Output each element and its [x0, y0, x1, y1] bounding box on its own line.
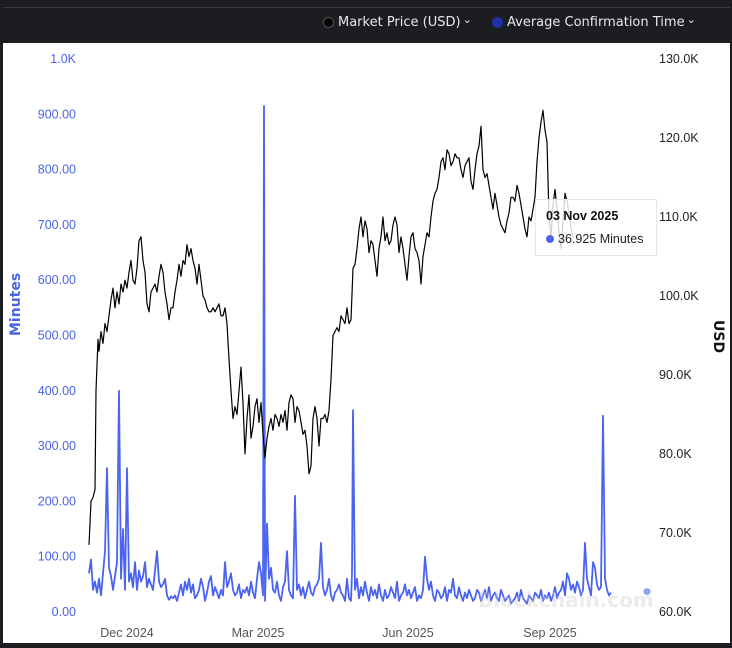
confirmation-time-line[interactable]: [88, 105, 612, 605]
legend-bar: [3, 8, 731, 43]
right-axis-tick: 80.0K: [659, 447, 692, 461]
left-axis-tick: 200.00: [38, 494, 76, 508]
left-axis-tick: 800.00: [38, 163, 76, 177]
watermark: Blockchain.com: [478, 588, 654, 612]
x-axis-tick: Jun 2025: [382, 626, 433, 640]
right-axis-tick: 120.0K: [659, 131, 699, 145]
left-axis-tick: 0.00: [52, 605, 76, 619]
left-axis-tick: 500.00: [38, 329, 76, 343]
hover-point-marker: [643, 588, 651, 596]
right-axis-tick: 130.0K: [659, 52, 699, 66]
plot-svg[interactable]: 0.00 100.00 200.00 300.00 400.00 500.00 600.00…: [3, 43, 730, 643]
chevron-down-icon[interactable]: ⌄: [686, 13, 696, 26]
x-axis-tick: Dec 2024: [100, 626, 154, 640]
tooltip-value: 36.925 Minutes: [558, 232, 644, 246]
right-axis-tick: 110.0K: [659, 210, 698, 224]
chevron-down-icon[interactable]: ⌄: [462, 13, 472, 26]
x-axis-tick: Sep 2025: [523, 626, 577, 640]
tooltip-date: 03 Nov 2025: [546, 209, 619, 223]
right-axis-tick: 60.0K: [659, 605, 692, 619]
x-axis-tick: Mar 2025: [232, 626, 285, 640]
tooltip-series-dot-icon: [546, 235, 554, 243]
left-axis-tick: 700.00: [38, 218, 76, 232]
legend-label-market-price: Market Price (USD): [338, 15, 461, 30]
left-axis-tick: 600.00: [38, 273, 76, 287]
legend-item-market-price[interactable]: Market Price (USD) ⌄: [323, 13, 472, 30]
tooltip-row: 36.925 Minutes: [546, 232, 643, 246]
legend-label-confirmation-time: Average Confirmation Time: [507, 15, 685, 30]
right-border: [730, 0, 732, 643]
right-axis-tick: 70.0K: [659, 526, 692, 540]
left-axis-tick: 100.00: [38, 550, 76, 564]
legend-item-confirmation-time[interactable]: Average Confirmation Time ⌄: [492, 13, 696, 30]
right-axis-tick: 90.0K: [659, 368, 692, 382]
right-axis-tick: 100.0K: [659, 289, 699, 303]
left-axis-tick: 300.00: [38, 439, 76, 453]
left-axis-label: Minutes: [8, 272, 24, 336]
top-bar: [3, 0, 731, 8]
left-axis-tick: 400.00: [38, 384, 76, 398]
market-price-swatch-icon: [323, 17, 334, 28]
left-axis-tick: 1.0K: [50, 52, 76, 66]
right-axis-label: USD: [710, 320, 726, 354]
left-axis-tick: 900.00: [38, 107, 76, 121]
market-price-line[interactable]: [88, 109, 574, 545]
tooltip: 03 Nov 2025 36.925 Minutes: [535, 199, 657, 256]
left-border: [0, 0, 3, 643]
chart-area[interactable]: 0.00 100.00 200.00 300.00 400.00 500.00 600.00…: [3, 43, 730, 643]
confirmation-time-swatch-icon: [492, 17, 503, 28]
